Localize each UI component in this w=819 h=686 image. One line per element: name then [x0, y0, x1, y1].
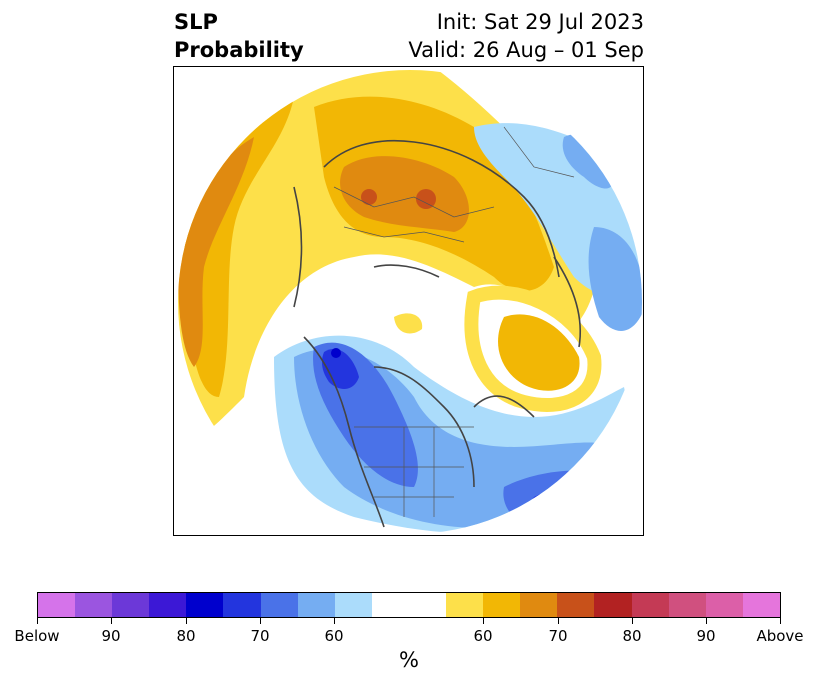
below-alaska-core [321, 348, 359, 389]
colorbar-label-above-60: 60 [473, 627, 493, 645]
above-urals-peak-1 [361, 189, 377, 205]
colorbar-tick [632, 618, 633, 624]
title-product: Probability [174, 38, 304, 62]
arctic-small-above [394, 313, 423, 334]
colorbar-above-2 [483, 593, 521, 617]
above-urals [340, 156, 469, 232]
colorbar-below-1 [38, 593, 76, 617]
title-variable: SLP [174, 10, 218, 34]
map-svg [178, 70, 642, 534]
colorbar-tick [558, 618, 559, 624]
colorbar-tick [706, 618, 707, 624]
colorbar-label-below-80: 80 [176, 627, 196, 645]
colorbar-below-2 [75, 593, 113, 617]
below-pacific-east [588, 227, 642, 331]
colorbar-above-3 [520, 593, 558, 617]
map-title: SLP Probability [174, 8, 304, 64]
colorbar-label-below: Below [14, 627, 60, 645]
valid-range: Valid: 26 Aug – 01 Sep [408, 38, 644, 62]
map-dates: Init: Sat 29 Jul 2023 Valid: 26 Aug – 01… [408, 8, 644, 64]
below-east-asia-core [562, 134, 614, 189]
colorbar-below-3 [112, 593, 150, 617]
colorbar-above-5 [594, 593, 632, 617]
below-alaska-peak [331, 348, 341, 358]
colorbar-above-4 [557, 593, 595, 617]
colorbar-above-6 [631, 593, 669, 617]
colorbar-label-above-70: 70 [548, 627, 568, 645]
colorbar-above-1 [446, 593, 484, 617]
init-date: Init: Sat 29 Jul 2023 [436, 10, 644, 34]
colorbar-below-7 [260, 593, 298, 617]
colorbar-label-below-60: 60 [324, 627, 344, 645]
colorbar-below-6 [223, 593, 261, 617]
colorbar-above-8 [705, 593, 743, 617]
colorbar-below-4 [149, 593, 187, 617]
borders [333, 126, 575, 517]
colorbar-unit: % [399, 648, 419, 672]
coastlines [293, 139, 582, 528]
colorbar [37, 592, 781, 618]
colorbar-below-9 [334, 593, 372, 617]
colorbar-tick [37, 618, 38, 624]
colorbar-label-below-70: 70 [250, 627, 270, 645]
probability-map [173, 66, 644, 536]
above-urals-peak-2 [416, 189, 436, 209]
colorbar-label-above-80: 80 [622, 627, 642, 645]
colorbar-label-above-90: 90 [696, 627, 716, 645]
colorbar-label-above: Above [756, 627, 804, 645]
colorbar-tick [483, 618, 484, 624]
above-pacific-ring [464, 285, 602, 412]
colorbar-above-9 [742, 593, 780, 617]
colorbar-tick [186, 618, 187, 624]
colorbar-below-5 [186, 593, 224, 617]
colorbar-tick [260, 618, 261, 624]
above-atlantic-core2 [178, 137, 254, 367]
colorbar-below-8 [297, 593, 335, 617]
colorbar-tick [780, 618, 781, 624]
colorbar-tick [111, 618, 112, 624]
colorbar-tick [334, 618, 335, 624]
colorbar-above-7 [668, 593, 706, 617]
colorbar-neutral [371, 593, 447, 617]
above-north-pacific [498, 314, 580, 391]
colorbar-label-below-90: 90 [101, 627, 121, 645]
